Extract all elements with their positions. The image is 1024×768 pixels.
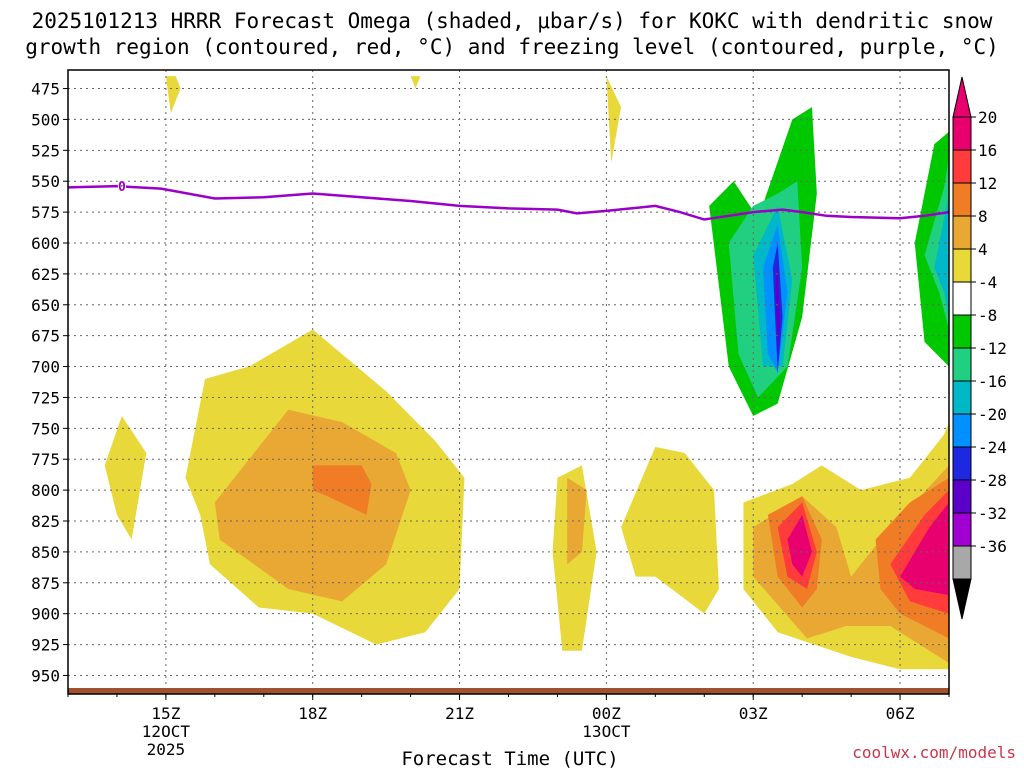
y-tick-label: 825 — [31, 512, 60, 531]
colorbar-swatch — [952, 215, 972, 250]
y-tick-label: 575 — [31, 203, 60, 222]
freezing-label-bg — [117, 179, 126, 194]
colorbar-label: -12 — [978, 339, 1007, 358]
y-axis-ticks: 475 500 525 550 575 600 625 650 675 700 725 750 775 8… — [31, 80, 68, 685]
y-tick-label: 800 — [31, 481, 60, 500]
colorbar-legend: 20 16 12 8 4 -4 -8 -12 -16 -20 -24 -28 -32 -36 — [952, 76, 1007, 620]
x-tick-label: 15Z — [151, 704, 180, 723]
colorbar-label: 8 — [978, 207, 988, 226]
title-line-2: growth region (contoured, red, °C) and f… — [25, 35, 999, 59]
omega-region — [567, 477, 587, 565]
colorbar-label: 4 — [978, 240, 988, 259]
colorbar-swatch — [952, 446, 972, 481]
omega-region — [488, 212, 533, 540]
y-tick-label: 900 — [31, 605, 60, 624]
freezing-level-line — [67, 184, 950, 221]
x-tick-label: 12OCT — [142, 722, 191, 741]
colorbar-label: -32 — [978, 504, 1007, 523]
y-tick-label: 475 — [31, 80, 60, 99]
colorbar-swatch — [952, 182, 972, 217]
colorbar-swatch — [952, 545, 972, 580]
omega-region — [165, 76, 181, 114]
omega-region — [900, 502, 949, 596]
omega-region — [214, 409, 411, 602]
colorbar-bottom-arrow — [952, 578, 972, 620]
credit-text: coolwx.com/models — [852, 743, 1016, 762]
colorbar-label: 12 — [978, 174, 997, 193]
colorbar-swatch — [952, 281, 972, 316]
colorbar-label: -16 — [978, 372, 1007, 391]
grid-lines — [68, 70, 949, 694]
colorbar-label: -8 — [978, 306, 997, 325]
colorbar-swatch — [952, 116, 972, 151]
colorbar-swatch — [952, 314, 972, 349]
y-tick-label: 875 — [31, 574, 60, 593]
chart-title: 2025101213 HRRR Forecast Omega (shaded, … — [25, 9, 999, 59]
colorbar-label: 20 — [978, 108, 997, 127]
x-axis-label: Forecast Time (UTC) — [401, 748, 618, 768]
omega-region — [104, 415, 147, 540]
colorbar-top-arrow — [952, 76, 972, 118]
y-tick-label: 650 — [31, 296, 60, 315]
y-tick-label: 850 — [31, 543, 60, 562]
y-tick-label: 525 — [31, 141, 60, 160]
y-tick-label: 600 — [31, 234, 60, 253]
title-line-1: 2025101213 HRRR Forecast Omega (shaded, … — [32, 9, 993, 33]
colorbar-label: 16 — [978, 141, 997, 160]
omega-region — [606, 76, 622, 163]
plot-area: 0 — [67, 69, 950, 695]
x-tick-label: 18Z — [298, 704, 327, 723]
colorbar-label: -20 — [978, 405, 1007, 424]
colorbar-label: -24 — [978, 438, 1007, 457]
x-tick-label: 2025 — [147, 740, 186, 759]
x-tick-label: 03Z — [739, 704, 768, 723]
x-tick-label: 21Z — [445, 704, 474, 723]
colorbar-swatch — [952, 512, 972, 547]
omega-region — [934, 193, 949, 318]
colorbar-label: -36 — [978, 537, 1007, 556]
x-tick-label: 06Z — [886, 704, 915, 723]
colorbar-swatch — [952, 248, 972, 283]
y-tick-label: 950 — [31, 666, 60, 685]
colorbar-label: -28 — [978, 471, 1007, 490]
y-tick-label: 925 — [31, 636, 60, 655]
colorbar-swatch — [952, 380, 972, 415]
omega-region — [312, 465, 372, 515]
y-tick-label: 500 — [31, 110, 60, 129]
freezing-level-label: 0 — [118, 180, 126, 195]
colorbar-swatch — [952, 413, 972, 448]
y-tick-label: 625 — [31, 265, 60, 284]
colorbar-label: -4 — [978, 273, 997, 292]
omega-region — [165, 570, 181, 645]
ground-surface — [68, 688, 949, 694]
y-tick-label: 775 — [31, 450, 60, 469]
x-tick-label: 00Z — [592, 704, 621, 723]
y-tick-label: 675 — [31, 327, 60, 346]
colorbar-swatch — [952, 479, 972, 514]
omega-region — [420, 168, 480, 311]
y-tick-label: 750 — [31, 419, 60, 438]
omega-region — [787, 514, 812, 577]
omega-region — [775, 261, 781, 355]
y-tick-label: 700 — [31, 358, 60, 377]
colorbar-swatch — [952, 149, 972, 184]
omega-region — [410, 76, 421, 89]
x-tick-label: 13OCT — [582, 722, 631, 741]
y-tick-label: 550 — [31, 172, 60, 191]
colorbar-swatch — [952, 347, 972, 382]
freezing-level: 0 — [67, 179, 950, 221]
omega-shading — [104, 76, 949, 670]
y-tick-label: 725 — [31, 388, 60, 407]
omega-region — [621, 446, 719, 614]
